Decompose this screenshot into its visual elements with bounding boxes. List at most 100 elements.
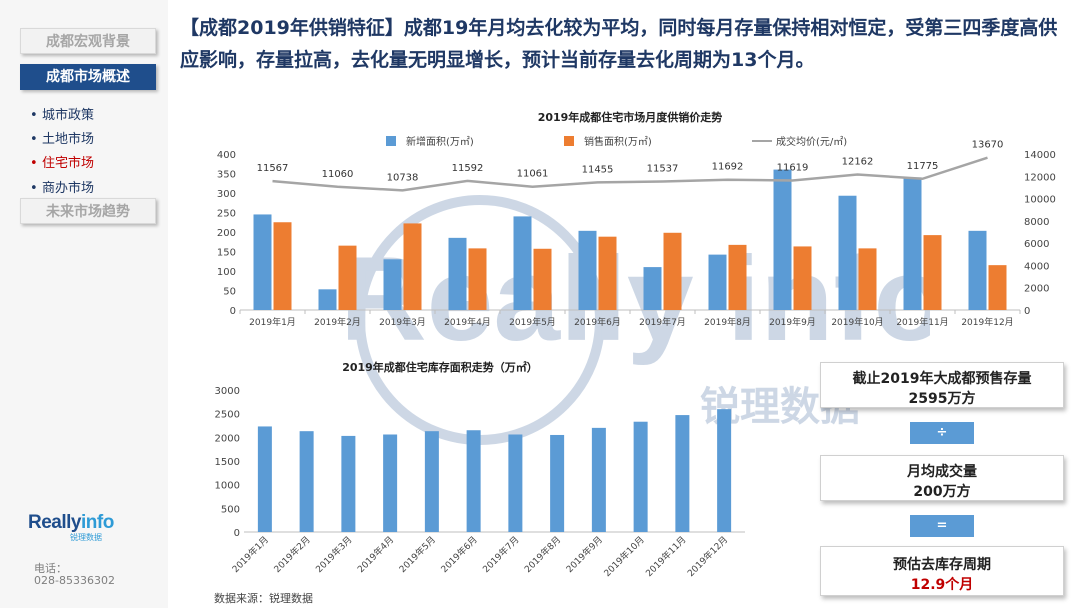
chart2-bar-inventory <box>675 415 690 532</box>
chart2-bar-inventory <box>508 434 523 532</box>
sidebar-item-commercial[interactable]: • 商办市场 <box>30 181 95 196</box>
chart2-bar-inventory <box>383 434 398 532</box>
chart1-x-tick-label: 2019年2月 <box>314 316 361 328</box>
chart2-x-tick-label: 2019年6月 <box>438 534 479 575</box>
chart1-bar-new-area <box>968 230 987 310</box>
chart2-bar-inventory <box>591 427 606 532</box>
chart1-x-tick-label: 2019年9月 <box>769 316 816 328</box>
chart2-bar-inventory <box>466 430 481 532</box>
equals-sign: = <box>910 515 974 537</box>
chart2-bar-inventory <box>633 421 648 532</box>
chart1-y-tick-right: 8000 <box>1024 217 1049 228</box>
nav-macro-background[interactable]: 成都宏观背景 <box>20 28 156 54</box>
chart1-bar-new-area <box>643 267 662 310</box>
chart1-y-tick-right: 14000 <box>1024 150 1056 161</box>
chart1-y-tick-right: 0 <box>1024 306 1030 317</box>
chart2-bar-inventory <box>424 431 439 532</box>
chart1-bar-sales-area <box>468 248 487 310</box>
chart1-y-tick-left: 250 <box>217 209 236 220</box>
chart1-bar-new-area <box>903 177 922 310</box>
chart2-x-tick-label: 2019年1月 <box>230 534 271 575</box>
data-source: 数据来源：锐理数据 <box>214 592 313 605</box>
chart1-x-tick-label: 2019年6月 <box>574 316 621 328</box>
chart2-x-tick-label: 2019年5月 <box>397 534 438 575</box>
chart1-price-data-label: 11775 <box>907 161 939 172</box>
chart1-x-tick-label: 2019年10月 <box>831 316 883 328</box>
sidebar-item-policy[interactable]: • 城市政策 <box>30 108 95 123</box>
chart1-bar-new-area <box>773 169 792 310</box>
chart1-x-tick-label: 2019年8月 <box>704 316 751 328</box>
chart1-price-data-label: 11455 <box>582 164 614 175</box>
chart1-x-tick-label: 2019年3月 <box>379 316 426 328</box>
chart1-y-tick-left: 100 <box>217 267 236 278</box>
chart1-legend-label: 成交均价(元/㎡) <box>776 135 847 148</box>
period-title: 预估去库存周期 <box>893 557 991 573</box>
chart1-y-tick-right: 10000 <box>1024 195 1056 206</box>
chart2-x-tick-label: 2019年8月 <box>522 534 563 575</box>
nav-future-trends[interactable]: 未来市场趋势 <box>20 198 156 224</box>
chart2-x-tick-label: 2019年9月 <box>564 534 605 575</box>
chart2-y-tick: 0 <box>234 528 240 539</box>
chart1-y-tick-right: 4000 <box>1024 261 1049 272</box>
chart1-y-tick-left: 350 <box>217 170 236 181</box>
chart1-title: 2019年成都住宅市场月度供销价走势 <box>538 110 723 124</box>
chart1-y-tick-left: 200 <box>217 228 236 239</box>
monthly-value: 200万方 <box>913 484 971 500</box>
chart1-y-tick-left: 400 <box>217 150 236 161</box>
chart2-bar-inventory <box>299 431 314 532</box>
contact-phone: 028-85336302 <box>34 574 115 587</box>
page-headline: 【成都2019年供销特征】成都19年月均去化较为平均，同时每月存量保持相对恒定，… <box>180 17 1058 71</box>
chart1-bar-sales-area <box>533 248 552 310</box>
chart2-y-tick: 3000 <box>215 386 240 397</box>
period-box: 预估去库存周期 12.9个月 <box>820 546 1064 596</box>
sidebar-item-land[interactable]: • 土地市场 <box>30 132 95 147</box>
chart1-bar-sales-area <box>858 248 877 310</box>
monthly-box: 月均成交量 200万方 <box>820 455 1064 501</box>
chart1-y-tick-right: 6000 <box>1024 239 1049 250</box>
chart1-x-tick-label: 2019年5月 <box>509 316 556 328</box>
chart1-price-data-label: 11692 <box>712 162 744 173</box>
divide-sign: ÷ <box>910 422 974 444</box>
chart1-x-tick-label: 2019年12月 <box>961 316 1013 328</box>
chart2-x-tick-label: 2019年2月 <box>271 534 312 575</box>
chart2-y-tick: 500 <box>221 504 240 515</box>
chart1-bar-new-area <box>578 230 597 310</box>
chart2-title: 2019年成都住宅库存面积走势（万㎡） <box>342 360 538 374</box>
period-value: 12.9个月 <box>910 577 974 593</box>
chart1-bar-new-area <box>318 289 337 310</box>
chart1-legend-swatch <box>564 136 574 146</box>
chart1-y-tick-right: 2000 <box>1024 284 1049 295</box>
chart1-legend-swatch <box>386 136 396 146</box>
chart1-price-data-label: 11619 <box>777 163 809 174</box>
chart1-x-tick-label: 2019年7月 <box>639 316 686 328</box>
chart1-bar-new-area <box>448 237 467 310</box>
chart2-y-tick: 1000 <box>215 481 240 492</box>
chart1-price-data-label: 13670 <box>972 140 1004 151</box>
chart1-bar-new-area <box>253 214 272 310</box>
chart2-x-tick-label: 2019年11月 <box>643 534 689 580</box>
chart1-x-tick-label: 2019年4月 <box>444 316 491 328</box>
chart1-price-line <box>272 156 988 192</box>
chart1-x-tick-label: 2019年11月 <box>896 316 948 328</box>
chart1-y-tick-left: 0 <box>230 306 236 317</box>
chart1-bar-sales-area <box>923 235 942 310</box>
sidebar: 成都宏观背景 成都市场概述 • 城市政策 • 土地市场 • 住宅市场 • 商办市场 未来… <box>0 0 168 608</box>
stock-value: 2595万方 <box>908 391 976 407</box>
chart1-legend-label: 新增面积(万㎡) <box>406 135 474 148</box>
nav-market-overview[interactable]: 成都市场概述 <box>20 64 156 90</box>
chart2-x-tick-label: 2019年4月 <box>355 534 396 575</box>
chart1-bar-sales-area <box>988 265 1007 310</box>
sidebar-item-residential[interactable]: • 住宅市场 <box>30 156 95 171</box>
chart1-bar-sales-area <box>273 222 292 310</box>
chart1-price-data-label: 10738 <box>387 172 419 183</box>
chart1-price-data-label: 11060 <box>322 169 354 180</box>
chart2-x-tick-label: 2019年7月 <box>480 534 521 575</box>
chart1-price-data-label: 11537 <box>647 163 679 174</box>
chart2-y-tick: 2000 <box>215 433 240 444</box>
chart1-bar-new-area <box>513 216 532 310</box>
chart1-price-data-label: 12162 <box>842 156 874 167</box>
chart2-bar-inventory <box>550 434 565 532</box>
stock-title: 截止2019年大成都预售存量 <box>852 371 1032 387</box>
chart2-bar-inventory <box>341 435 356 532</box>
